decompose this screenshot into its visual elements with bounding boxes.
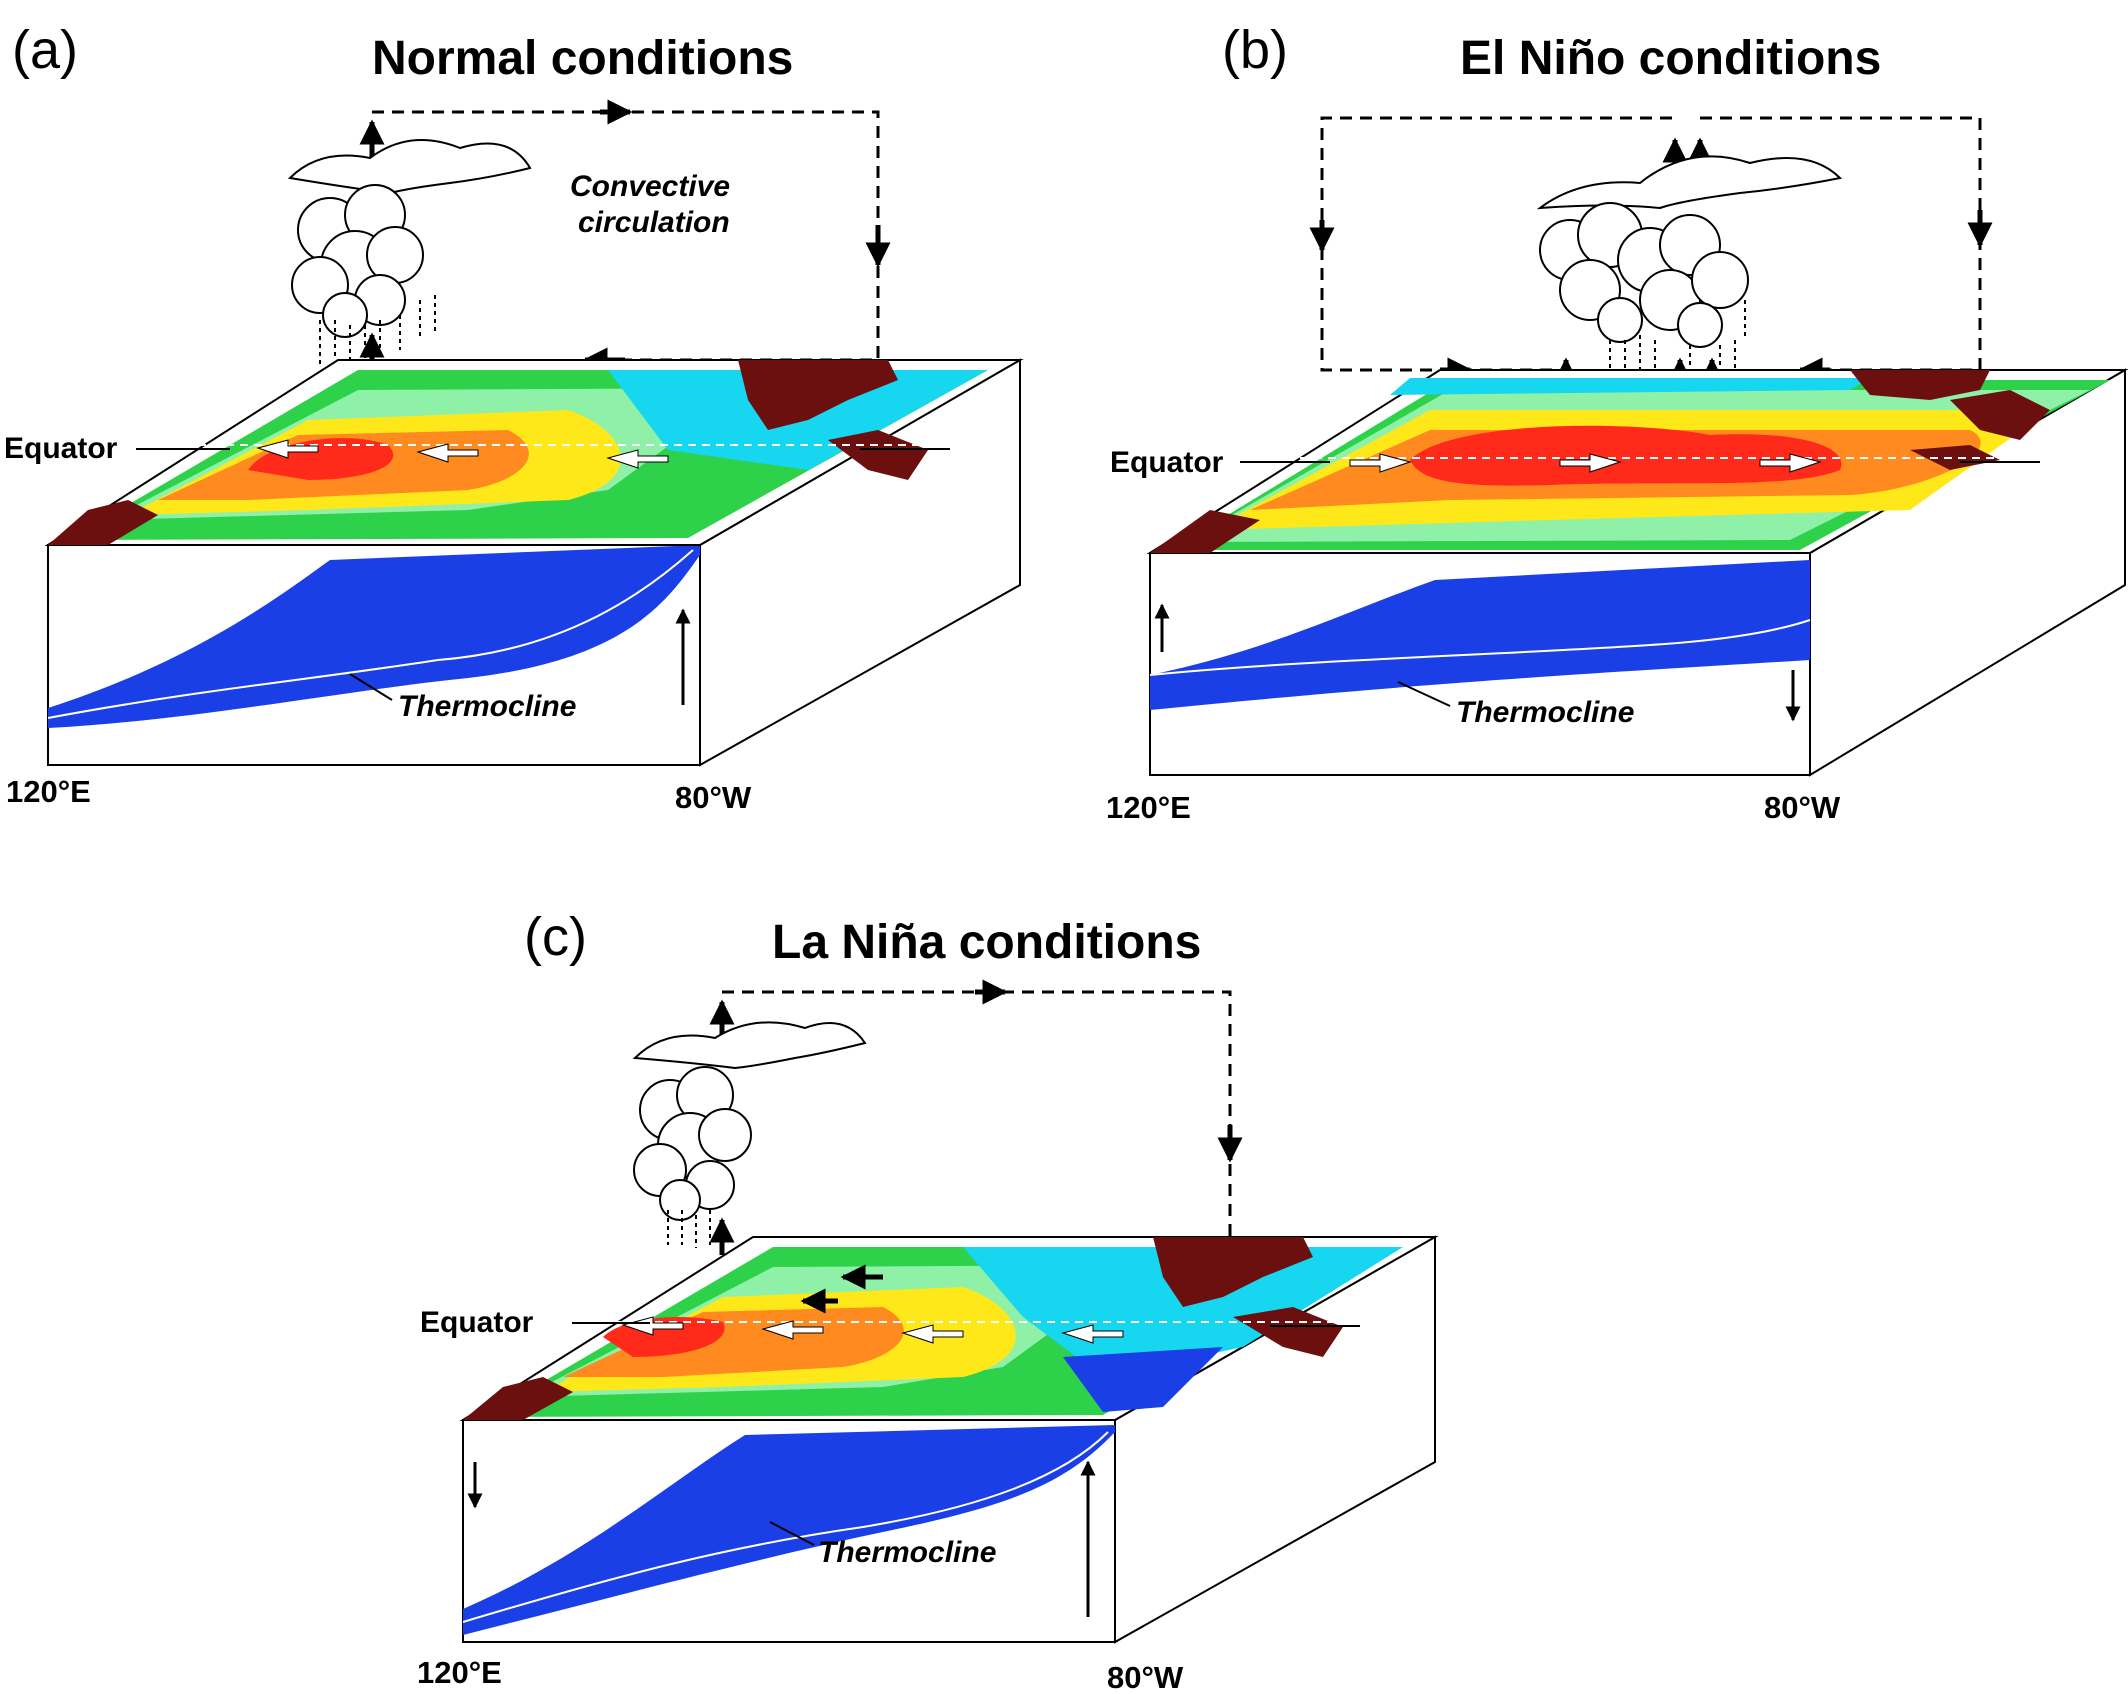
panel-c-equator-label: Equator	[420, 1306, 534, 1339]
panel-a-lon-west: 120°E	[6, 774, 91, 809]
panel-c-thermocline-pointer	[769, 1521, 815, 1546]
panel-b-rain	[1609, 300, 1746, 370]
panel-c-thermocline-label: Thermocline	[818, 1536, 996, 1569]
panel-b-cloud	[1536, 155, 1843, 348]
panel-a-circulation-label-1: Convective	[570, 170, 730, 203]
panel-b-ocean-box	[1146, 368, 2128, 777]
panel-c: (c) La Niña conditions	[417, 907, 1439, 1694]
panel-c-rain	[667, 1210, 711, 1248]
panel-c-lon-east: 80°W	[1107, 1660, 1184, 1694]
panel-b: (b) El Niño conditions	[1106, 20, 2128, 825]
panel-a-letter: (a)	[12, 20, 78, 80]
panel-b-thermocline-label: Thermocline	[1456, 696, 1634, 729]
panel-a-circulation-label-2: circulation	[578, 206, 730, 239]
panel-a-cloud	[287, 139, 532, 338]
panel-c-title: La Niña conditions	[772, 916, 1201, 969]
panel-c-cloud	[632, 1021, 867, 1221]
panel-a-thermocline-label: Thermocline	[398, 690, 576, 723]
panel-b-lon-east: 80°W	[1764, 790, 1841, 825]
panel-c-letter: (c)	[524, 907, 587, 967]
panel-a: (a) Normal conditions Convective circula…	[4, 20, 1024, 815]
panel-a-equator-label: Equator	[4, 432, 118, 465]
panel-b-thermocline-pointer	[1397, 681, 1451, 707]
panel-c-circulation-loop	[722, 990, 1232, 1240]
panel-b-equator-label: Equator	[1110, 446, 1224, 479]
panel-a-lon-east: 80°W	[675, 780, 752, 815]
panel-b-letter: (b)	[1222, 20, 1288, 80]
panel-a-rain	[319, 295, 436, 365]
panel-b-lon-west: 120°E	[1106, 790, 1191, 825]
panel-a-title: Normal conditions	[372, 32, 793, 85]
panel-c-ocean-box	[459, 1235, 1439, 1644]
panel-c-lon-west: 120°E	[417, 1655, 502, 1690]
panel-a-thermocline-pointer	[349, 673, 393, 701]
panel-a-ocean-box	[44, 358, 1024, 767]
panel-b-title: El Niño conditions	[1460, 32, 1881, 85]
